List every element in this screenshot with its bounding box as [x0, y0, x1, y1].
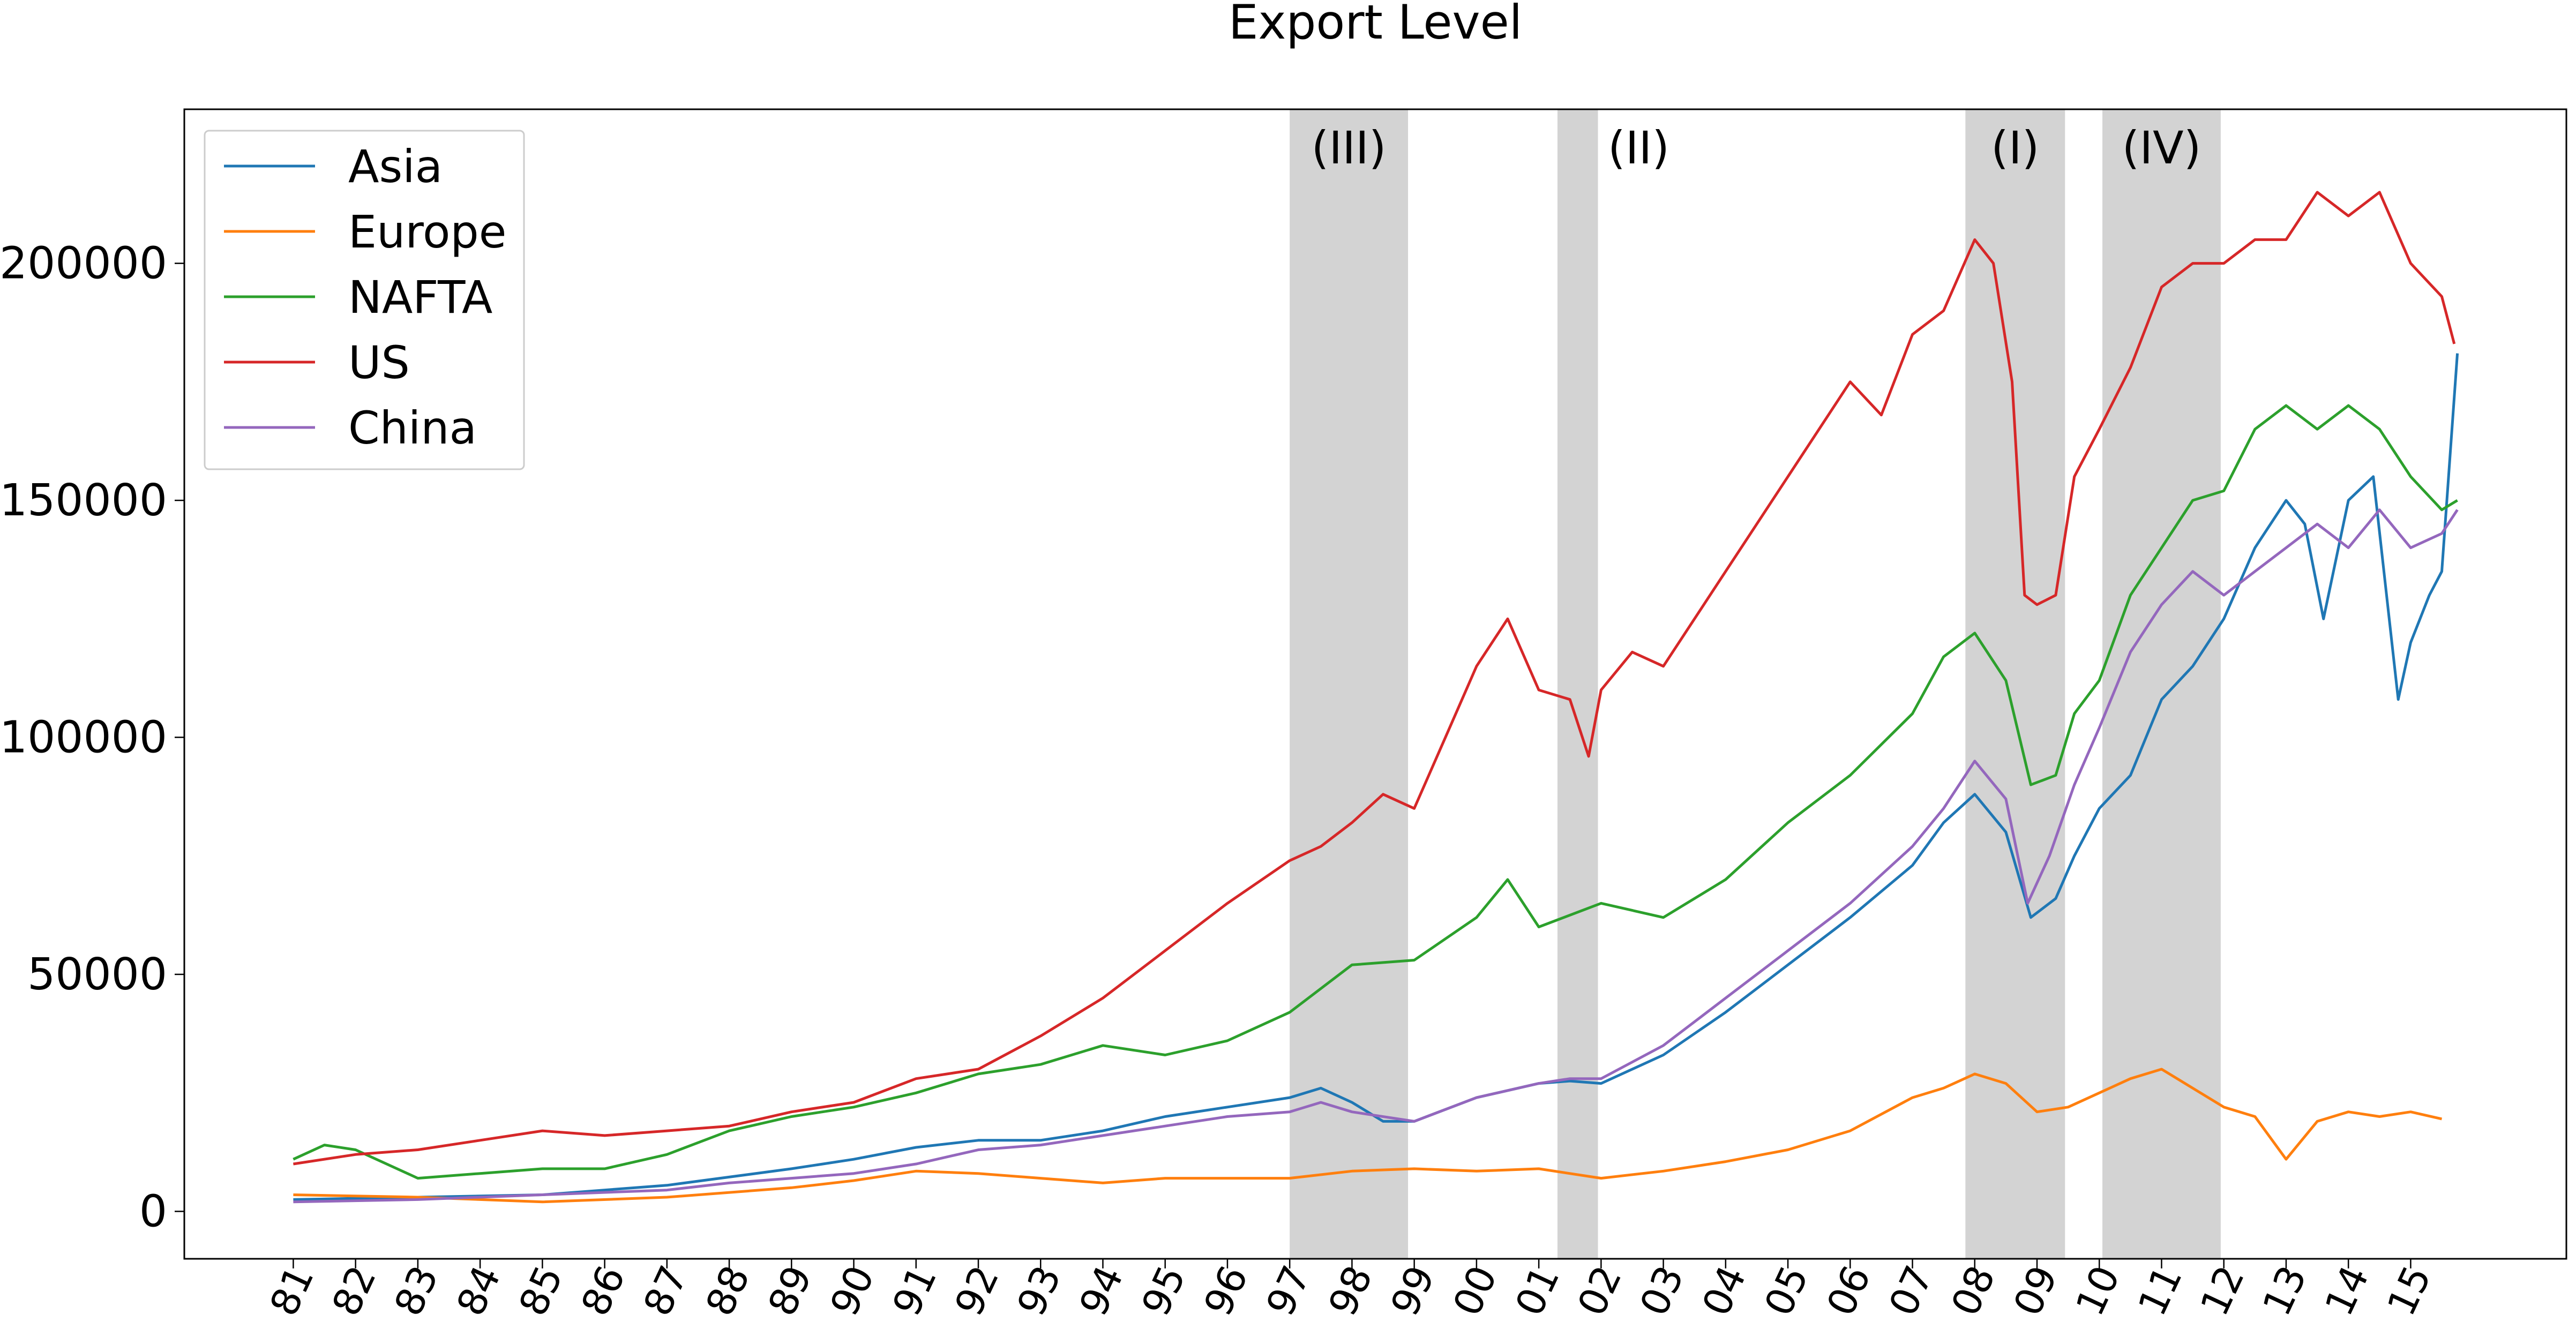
x-tick-label-98: 98 [1320, 1259, 1381, 1323]
shaded-period-label-1: (II) [1608, 122, 1669, 174]
shaded-period-label-3: (IV) [2122, 122, 2201, 174]
series-line-nafta [293, 404, 2458, 1180]
x-tick-label-90: 90 [821, 1259, 883, 1323]
x-tick-label-81: 81 [261, 1259, 323, 1323]
x-tick-label-02: 02 [1569, 1259, 1630, 1323]
y-axis: 0 50000 100000 150000 200000 [0, 238, 184, 1237]
x-tick-label-92: 92 [946, 1259, 1008, 1323]
shaded-period-label-2: (I) [1991, 122, 2039, 174]
shaded-period-2 [1965, 109, 2065, 1259]
shaded-period-labels: (III) (II) (I) (IV) [1312, 122, 2201, 174]
x-tick-label-06: 06 [1818, 1259, 1879, 1323]
x-tick-label-07: 07 [1880, 1259, 1942, 1323]
x-tick-label-97: 97 [1257, 1259, 1319, 1323]
x-tick-label-94: 94 [1070, 1259, 1132, 1323]
plot-frame [183, 108, 2567, 1260]
legend-label-nafta: NAFTA [348, 271, 492, 324]
shaded-periods [1290, 109, 2221, 1259]
x-tick-label-91: 91 [883, 1259, 945, 1323]
x-tick-label-83: 83 [386, 1259, 447, 1323]
y-tick-label-150000: 150000 [0, 475, 167, 526]
series-line-us [293, 191, 2456, 1166]
y-tick-label-100000: 100000 [0, 712, 167, 763]
y-tick-label-0: 0 [139, 1186, 167, 1237]
x-tick-label-87: 87 [635, 1259, 697, 1323]
series-lines [293, 191, 2459, 1204]
shaded-period-0 [1290, 109, 1409, 1259]
legend-label-europe: Europe [348, 206, 506, 258]
x-tick-label-88: 88 [697, 1259, 759, 1323]
shaded-period-3 [2102, 109, 2221, 1259]
x-tick-label-09: 09 [2005, 1259, 2066, 1323]
y-tick-label-200000: 200000 [0, 238, 167, 289]
legend: Asia Europe NAFTA US China [204, 130, 525, 470]
x-tick-label-95: 95 [1133, 1259, 1194, 1323]
y-tick-label-50000: 50000 [27, 949, 167, 1000]
x-tick-label-11: 11 [2129, 1259, 2191, 1323]
series-line-europe [293, 1068, 2443, 1204]
x-tick-label-15: 15 [2378, 1259, 2440, 1323]
legend-label-asia: Asia [348, 140, 443, 193]
x-tick-label-85: 85 [510, 1259, 572, 1323]
x-tick-label-08: 08 [1942, 1259, 2004, 1323]
x-tick-label-99: 99 [1382, 1259, 1443, 1323]
x-tick-label-93: 93 [1008, 1259, 1070, 1323]
x-tick-label-01: 01 [1507, 1259, 1568, 1323]
x-tick-label-13: 13 [2254, 1259, 2316, 1323]
x-tick-label-05: 05 [1756, 1259, 1817, 1323]
x-tick-label-86: 86 [572, 1259, 634, 1323]
series-line-china [293, 508, 2459, 1204]
x-tick-label-03: 03 [1631, 1259, 1693, 1323]
legend-label-china: China [348, 402, 477, 454]
x-tick-label-00: 00 [1444, 1259, 1506, 1323]
x-tick-label-12: 12 [2191, 1259, 2253, 1323]
chart-title: Export Level [1229, 0, 1522, 50]
shaded-period-label-0: (III) [1312, 122, 1387, 174]
x-tick-label-96: 96 [1195, 1259, 1257, 1323]
x-tick-label-14: 14 [2316, 1259, 2378, 1323]
x-axis: 81 82 83 84 85 86 87 88 89 90 91 92 93 94 95 96 97 98 99 00… [261, 1259, 2440, 1323]
series-line-asia [293, 353, 2459, 1201]
legend-box [204, 130, 525, 470]
legend-label-us: US [348, 336, 410, 389]
x-tick-label-10: 10 [2067, 1259, 2129, 1323]
x-tick-label-84: 84 [448, 1259, 510, 1323]
x-tick-label-89: 89 [759, 1259, 821, 1323]
x-tick-label-82: 82 [323, 1259, 385, 1323]
x-tick-label-04: 04 [1694, 1259, 1755, 1323]
shaded-period-1 [1557, 109, 1598, 1259]
